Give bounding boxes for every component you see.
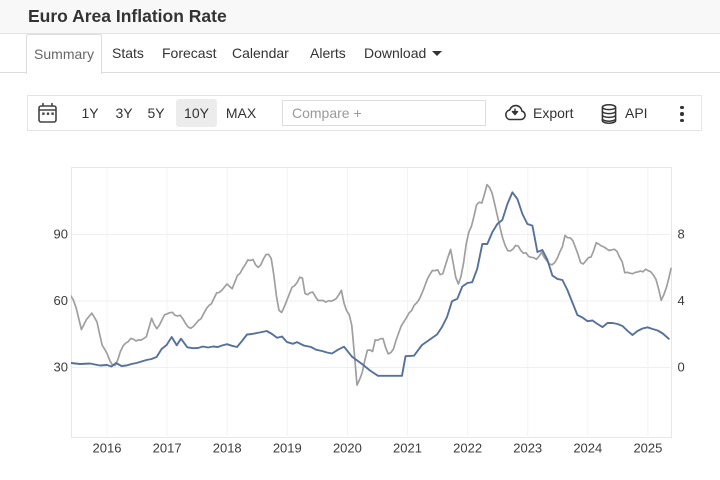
- svg-text:60: 60: [54, 293, 68, 308]
- svg-text:2018: 2018: [213, 441, 242, 456]
- svg-text:2025: 2025: [633, 441, 662, 456]
- svg-text:2016: 2016: [93, 441, 122, 456]
- svg-text:0: 0: [678, 360, 685, 375]
- svg-text:2021: 2021: [393, 441, 422, 456]
- svg-text:4: 4: [678, 293, 685, 308]
- svg-text:90: 90: [54, 227, 68, 242]
- svg-text:2017: 2017: [153, 441, 182, 456]
- svg-text:2019: 2019: [273, 441, 302, 456]
- svg-text:8: 8: [678, 227, 685, 242]
- svg-text:30: 30: [54, 360, 68, 375]
- svg-text:2023: 2023: [513, 441, 542, 456]
- svg-text:2024: 2024: [573, 441, 602, 456]
- svg-text:2020: 2020: [333, 441, 362, 456]
- svg-text:2022: 2022: [453, 441, 482, 456]
